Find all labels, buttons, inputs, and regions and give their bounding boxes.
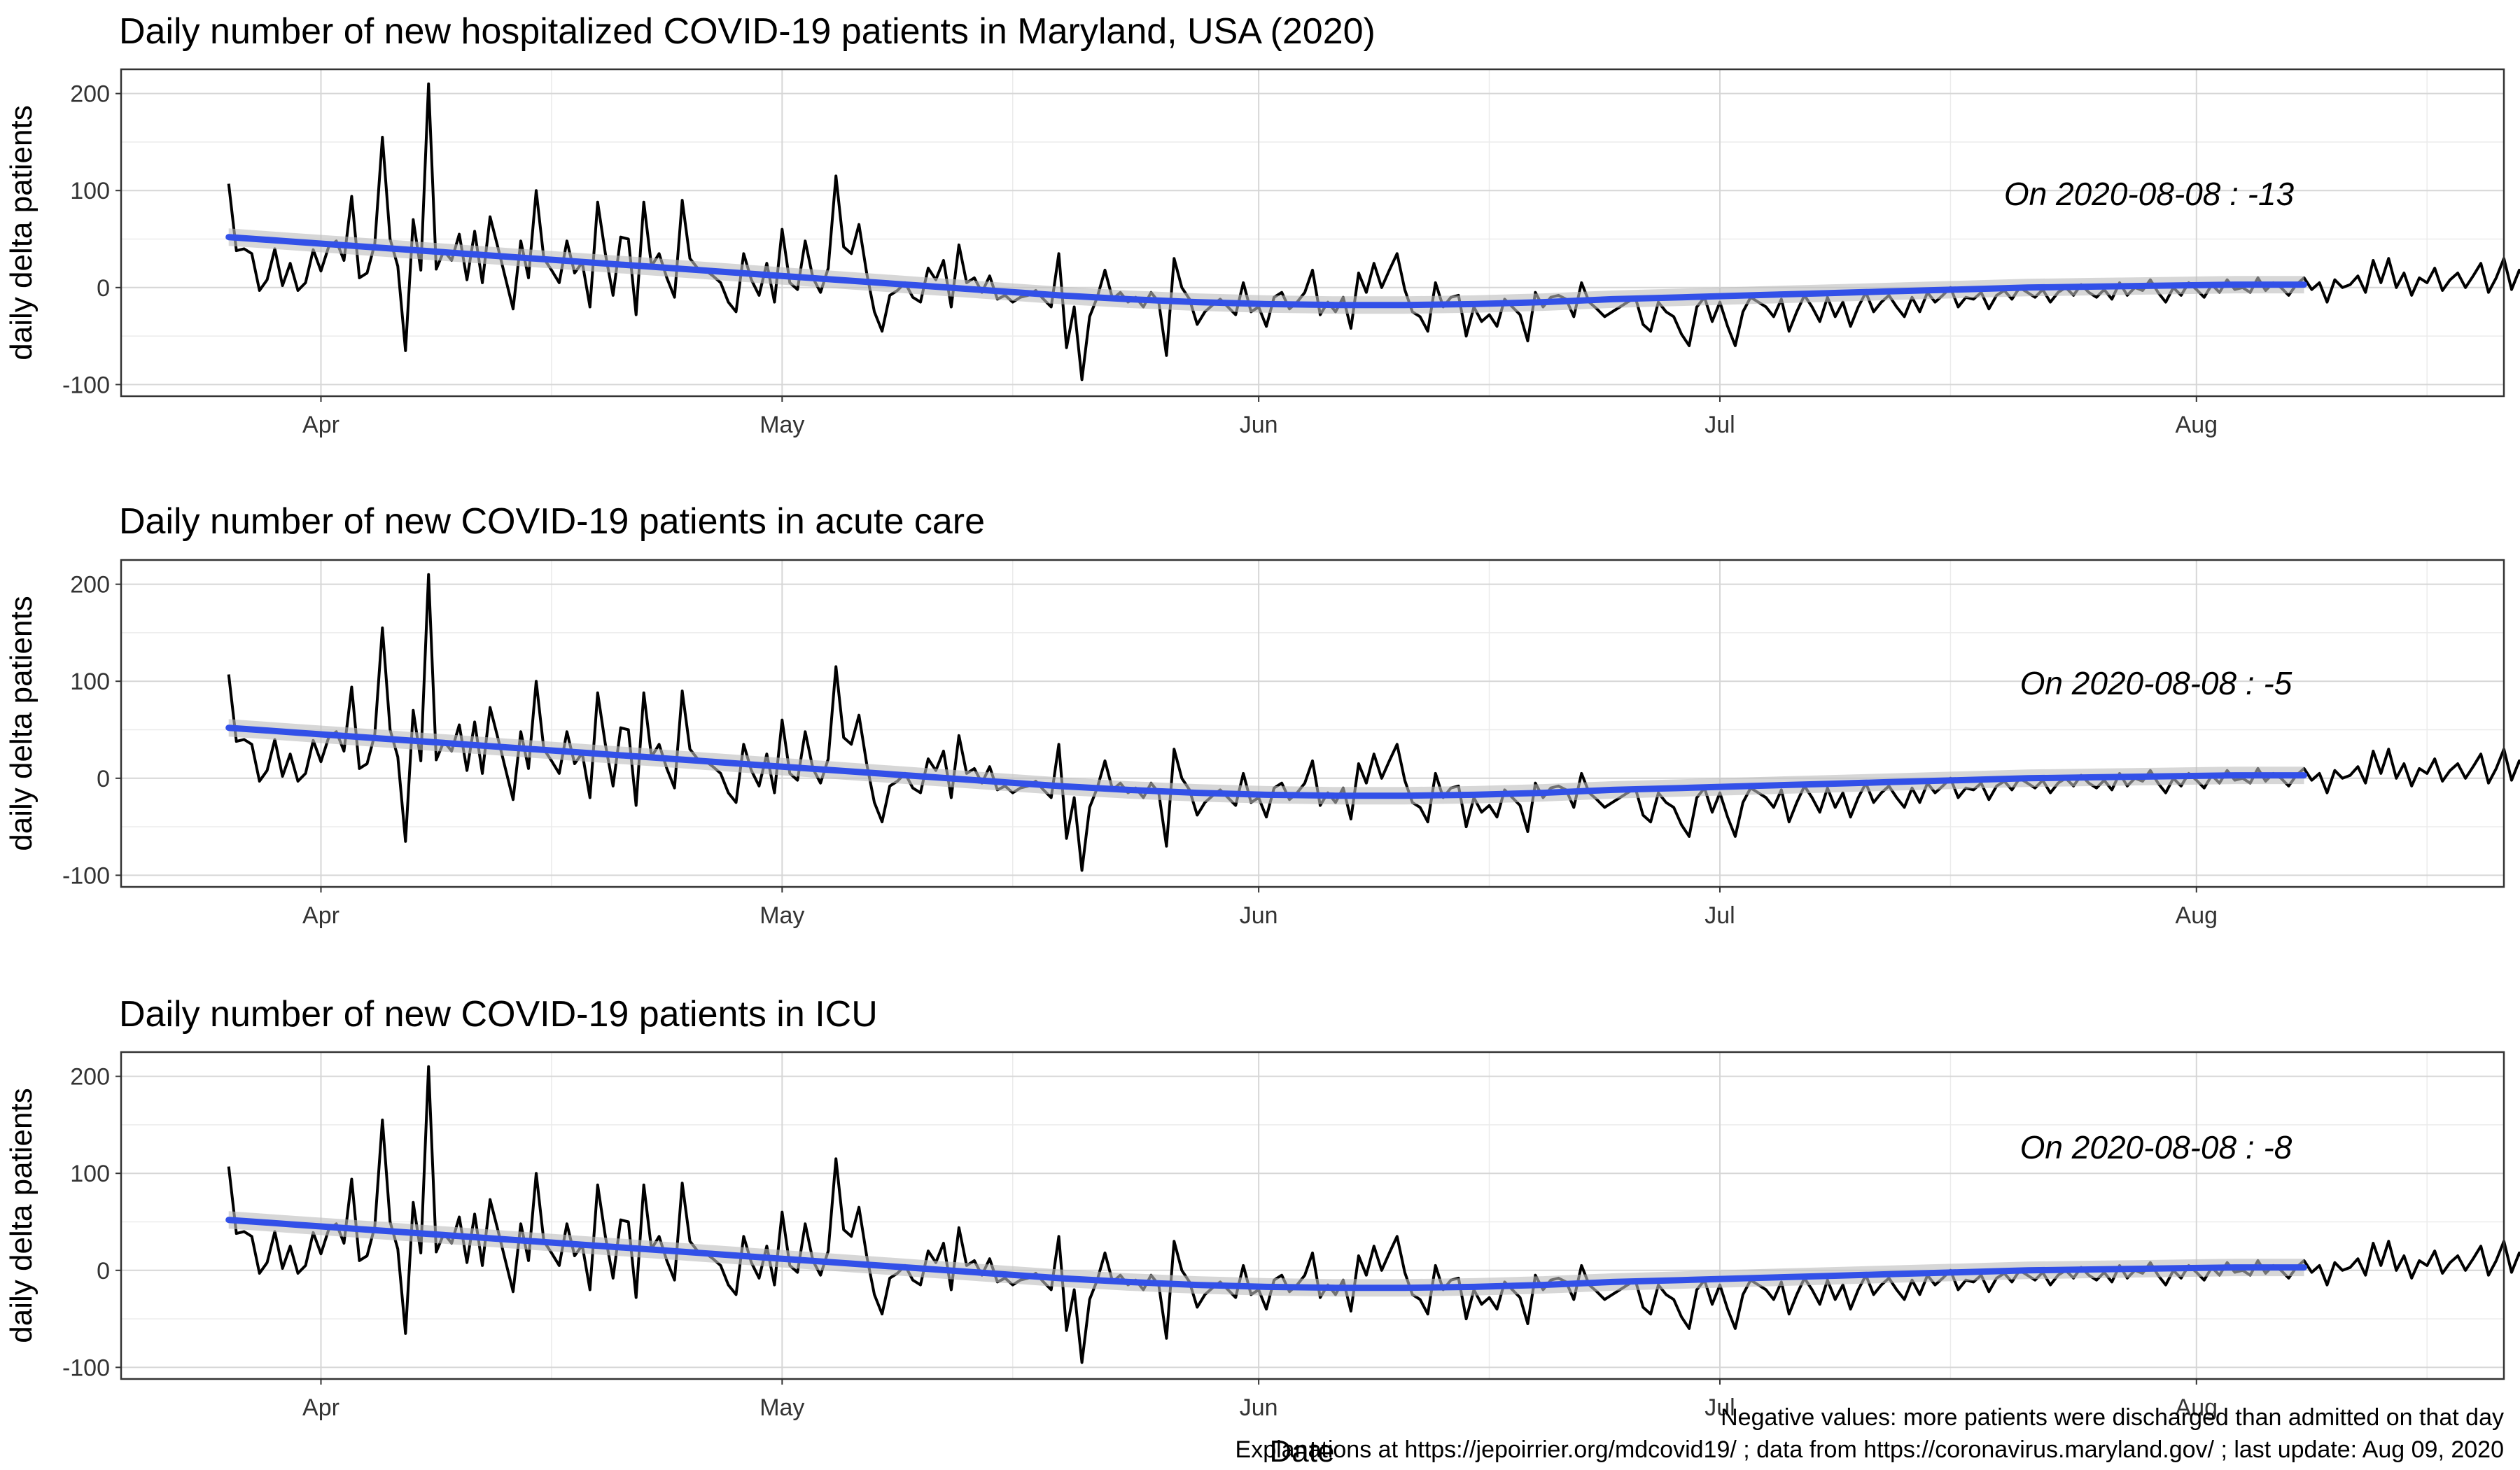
y-tick-label: -100 (62, 862, 110, 889)
panel-2: Daily number of new COVID-19 patients in… (4, 501, 2520, 929)
x-tick-label: Apr (302, 412, 340, 438)
series-daily-delta-line (227, 1065, 2520, 1364)
y-tick-label: 200 (70, 81, 110, 108)
x-tick-label: Jun (1240, 1394, 1278, 1421)
panel-title: Daily number of new hospitalized COVID-1… (119, 11, 1376, 52)
x-axis-label: Date (1270, 1434, 1335, 1469)
x-tick-label: Jul (1704, 412, 1735, 438)
trend-line (225, 1217, 2307, 1292)
latest-value-annotation: On 2020-08-08 : -8 (2020, 1129, 2292, 1166)
trend-line (225, 234, 2307, 309)
y-tick-label: -100 (62, 372, 110, 398)
series-daily-delta-line (227, 573, 2520, 872)
x-tick-label: Jul (1704, 1394, 1735, 1421)
y-axis-label: daily delta patients (4, 105, 38, 360)
x-tick-label: Aug (2176, 902, 2218, 929)
y-tick-label: 200 (70, 572, 110, 598)
y-tick-label: -100 (62, 1354, 110, 1381)
series-daily-delta-line (227, 82, 2520, 382)
latest-value-annotation: On 2020-08-08 : -5 (2020, 665, 2292, 701)
y-tick-label: 0 (97, 766, 110, 792)
x-tick-label: Aug (2176, 412, 2218, 438)
x-tick-label: May (760, 902, 804, 929)
y-tick-label: 0 (97, 275, 110, 302)
trend-line (225, 724, 2307, 799)
gridlines (121, 560, 2504, 887)
x-tick-label: Jun (1240, 902, 1278, 929)
panel-title: Daily number of new COVID-19 patients in… (119, 994, 878, 1035)
x-tick-label: Aug (2176, 1394, 2218, 1421)
x-tick-label: Apr (302, 1394, 340, 1421)
x-tick-label: Apr (302, 902, 340, 929)
caption-line-2: Explanations at https://jepoirrier.org/m… (1236, 1436, 2504, 1463)
x-tick-label: May (760, 1394, 804, 1421)
panel-border (120, 1051, 2505, 1380)
panel-3: Daily number of new COVID-19 patients in… (4, 994, 2520, 1469)
plot-area (121, 560, 2504, 887)
plot-area (121, 1052, 2504, 1379)
y-tick-label: 100 (70, 178, 110, 204)
y-tick-label: 200 (70, 1064, 110, 1091)
y-tick-label: 0 (97, 1258, 110, 1284)
y-axis-label: daily delta patients (4, 1088, 38, 1343)
panel-1: Daily number of new hospitalized COVID-1… (4, 11, 2520, 438)
y-tick-label: 100 (70, 668, 110, 695)
panel-title: Daily number of new COVID-19 patients in… (119, 501, 985, 542)
latest-value-annotation: On 2020-08-08 : -13 (2004, 176, 2295, 212)
x-tick-label: Jun (1240, 412, 1278, 438)
panel-border (120, 559, 2505, 888)
panel-border (120, 68, 2505, 398)
plot-area (121, 69, 2504, 396)
x-tick-label: May (760, 412, 804, 438)
y-tick-label: 100 (70, 1161, 110, 1187)
x-tick-label: Jul (1704, 902, 1735, 929)
caption-line-1: Negative values: more patients were disc… (1721, 1404, 2504, 1431)
y-axis-label: daily delta patients (4, 596, 38, 850)
